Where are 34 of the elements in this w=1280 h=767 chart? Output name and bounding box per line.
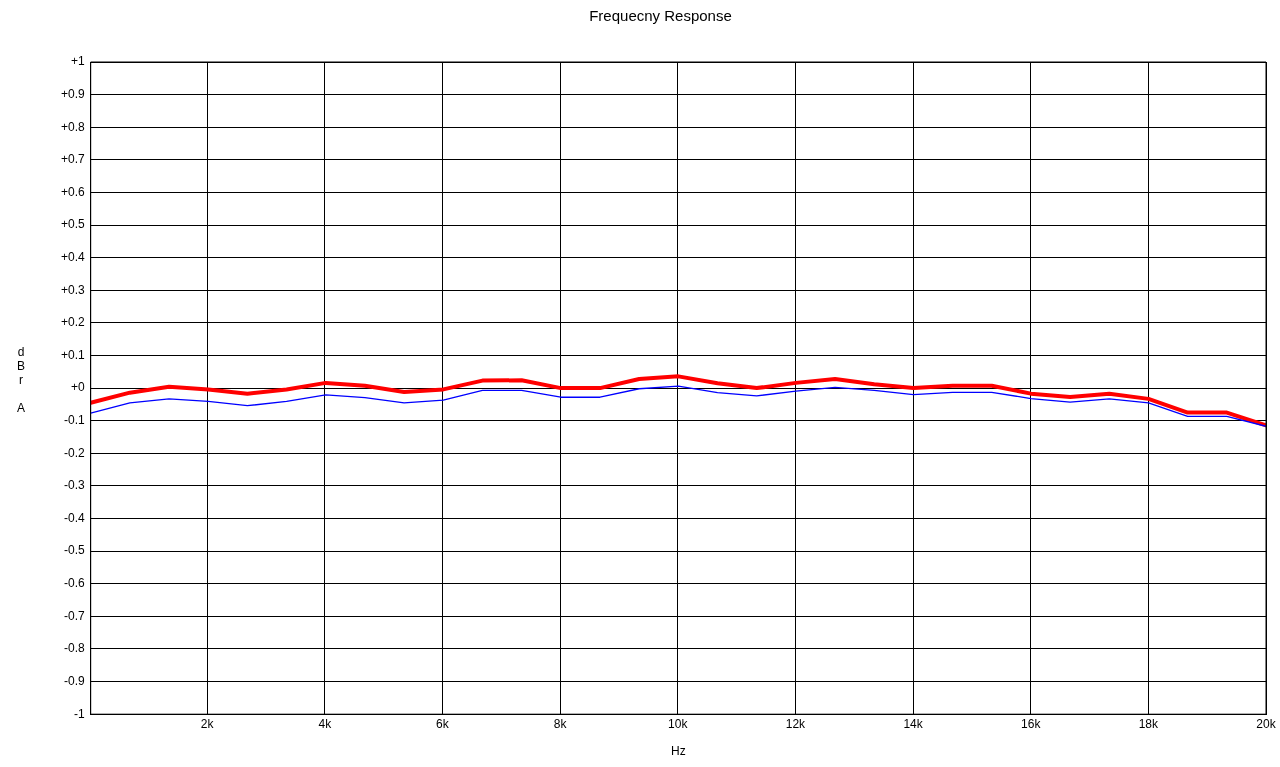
y-tick-label: -0.6	[64, 576, 86, 591]
y-tick-label: -0.4	[64, 510, 86, 525]
y-tick-label: -0.2	[64, 445, 86, 460]
x-axis-title: Hz	[671, 744, 686, 759]
x-tick-label: 16k	[1021, 716, 1042, 731]
x-tick-label: 20k	[1256, 716, 1277, 731]
y-tick-label: +0.3	[60, 282, 85, 297]
y-tick-label: +0.1	[60, 347, 85, 362]
x-tick-label: 18k	[1138, 716, 1160, 731]
y-tick-label: +0.4	[60, 249, 85, 264]
y-tick-label: -0.5	[64, 543, 86, 558]
y-tick-label: -0.9	[64, 673, 86, 688]
y-tick-label: +0.9	[60, 86, 85, 101]
y-tick-label: -0.1	[64, 413, 86, 428]
y-tick-label: +0.8	[60, 119, 85, 134]
y-tick-label: +0.2	[60, 315, 85, 330]
y-tick-label: +0.5	[60, 217, 85, 232]
y-axis-title: dBr A	[14, 345, 28, 415]
y-tick-label: +1	[71, 54, 86, 69]
x-tick-label: 6k	[436, 716, 450, 731]
x-tick-label: 2k	[200, 716, 215, 731]
y-tick-label: -0.8	[64, 641, 86, 656]
y-tick-label: +0	[71, 380, 86, 395]
y-tick-label: +0.7	[60, 152, 85, 167]
y-tick-label: -1	[74, 706, 86, 721]
x-tick-label: 10k	[668, 716, 689, 731]
y-tick-label: -0.3	[64, 478, 86, 493]
y-tick-label: +0.6	[60, 184, 85, 199]
x-tick-label: 12k	[785, 716, 807, 731]
y-tick-label: -0.7	[64, 608, 86, 623]
x-tick-label: 14k	[903, 716, 924, 731]
x-tick-label: 8k	[553, 716, 568, 731]
chart-title: Frequecny Response	[589, 7, 732, 25]
x-tick-label: 4k	[318, 716, 333, 731]
